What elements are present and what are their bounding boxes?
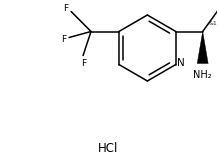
Text: N: N [177, 58, 185, 69]
Text: F: F [64, 4, 69, 13]
Text: NH₂: NH₂ [193, 71, 212, 80]
Text: HCl: HCl [98, 141, 119, 155]
Text: F: F [61, 35, 67, 44]
Polygon shape [197, 32, 208, 64]
Text: &1: &1 [208, 21, 217, 26]
Text: F: F [82, 59, 87, 68]
